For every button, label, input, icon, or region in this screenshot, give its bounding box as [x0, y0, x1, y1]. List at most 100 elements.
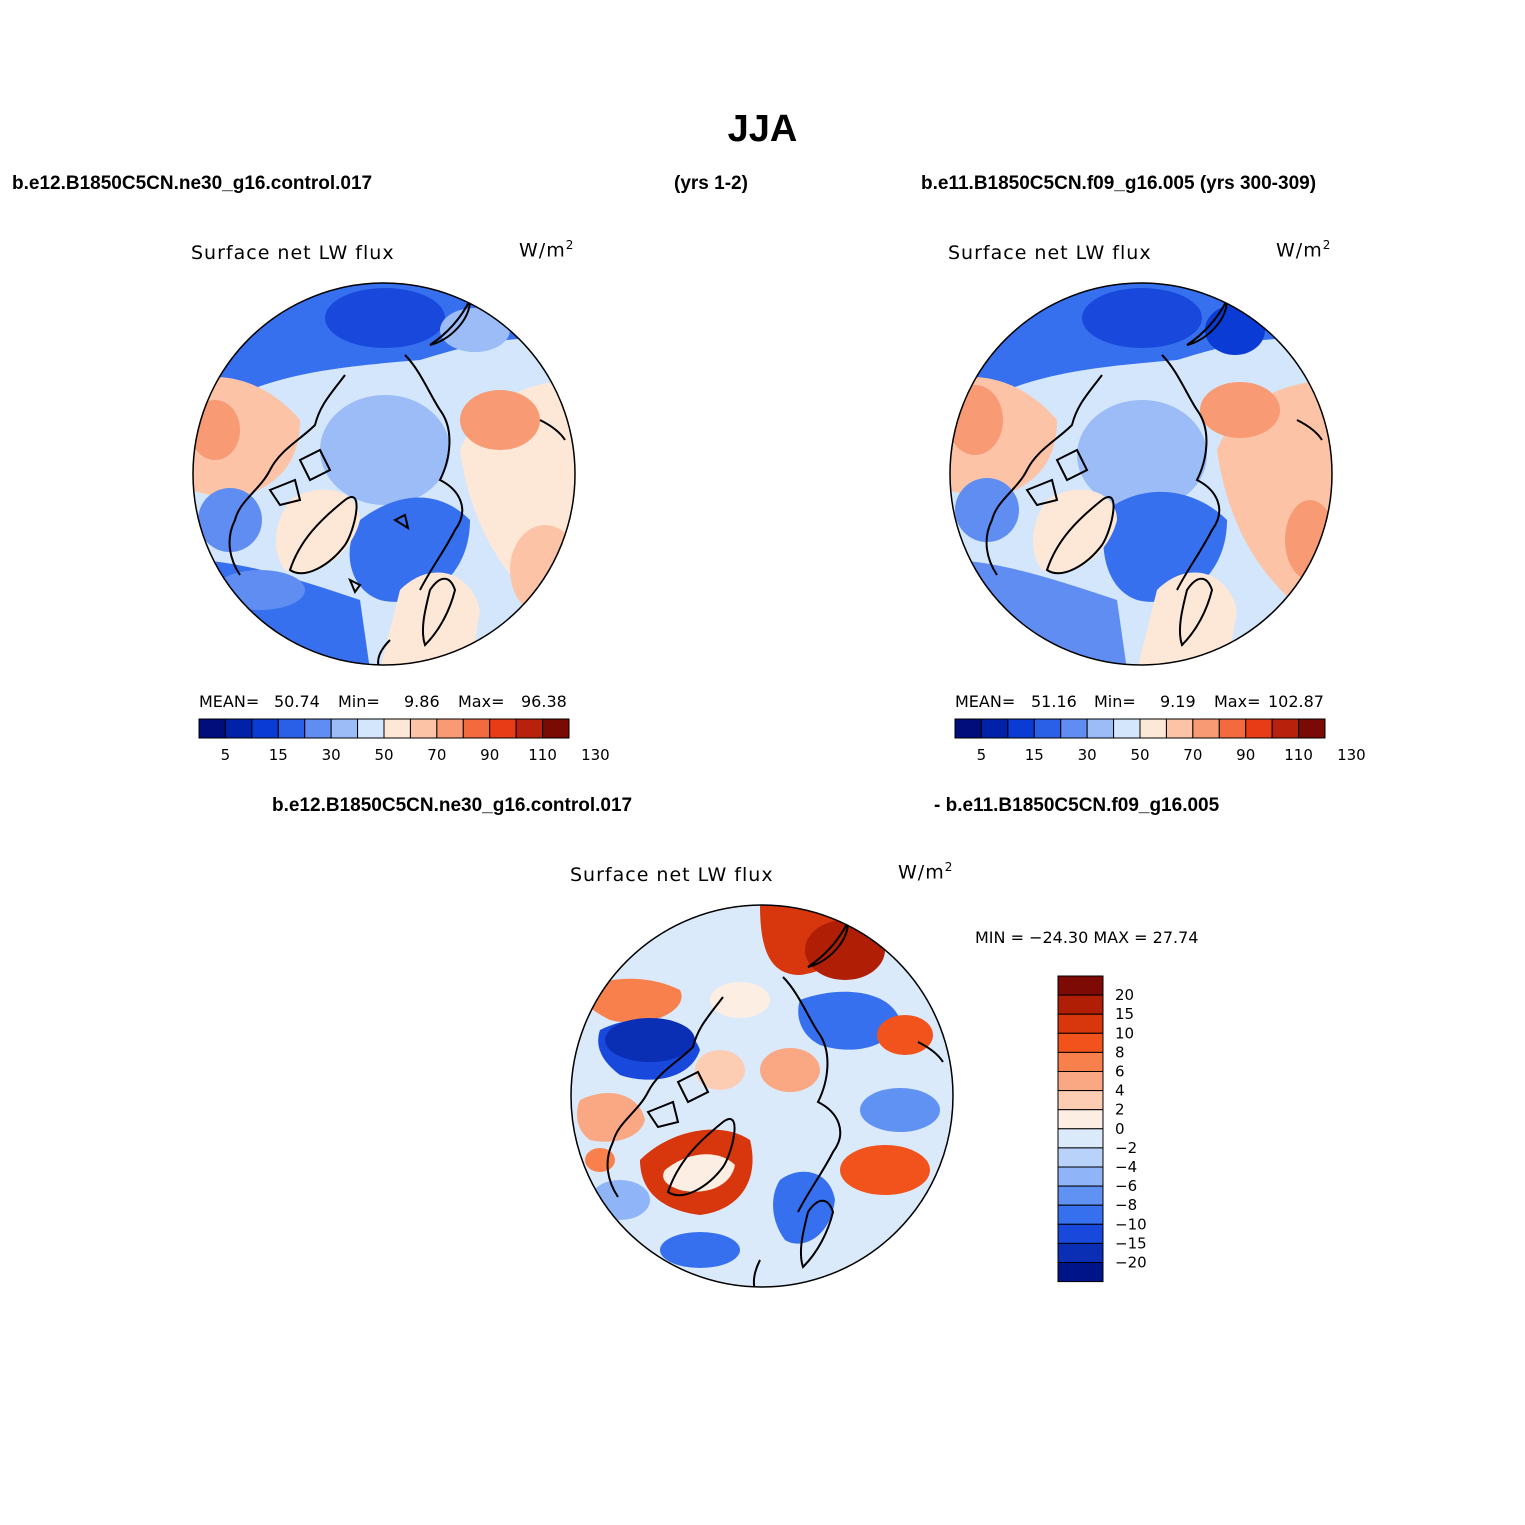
- diff-colorbar-swatch: [1057, 1071, 1104, 1092]
- diff-colorbar-swatch: [1057, 1013, 1104, 1034]
- panel1-max-value: 96.38: [521, 692, 567, 711]
- panel2-colorbar-tick-label: 5: [977, 746, 987, 764]
- panel2-colorbar-tick-label: 90: [1236, 746, 1255, 764]
- panel1-colorbar-swatch: [383, 718, 411, 739]
- panel2-colorbar-tick-label: 70: [1183, 746, 1202, 764]
- panel1-colorbar-swatch: [462, 718, 491, 739]
- diff-colorbar-label: −2: [1115, 1139, 1137, 1157]
- figure-title: JJA: [727, 108, 798, 150]
- diff-colorbar-swatch: [1057, 1166, 1104, 1187]
- diff-colorbar-swatch: [1057, 1147, 1104, 1168]
- panel2-colorbar-swatch: [1033, 718, 1062, 739]
- panel1-title: Surface net LW flux: [191, 242, 395, 264]
- diff-colorbar-swatch: [1057, 1185, 1104, 1206]
- diff-minmax: MIN = −24.30 MAX = 27.74: [975, 928, 1199, 947]
- panel1-colorbar-swatch: [198, 718, 226, 739]
- panel1-min-value: 9.86: [404, 692, 440, 711]
- panel1-colorbar-tick-label: 5: [221, 746, 231, 764]
- diff-map: [570, 904, 954, 1288]
- panel1-colorbar-tick-label: 70: [427, 746, 446, 764]
- panel2-max-label: Max=: [1214, 692, 1261, 711]
- diff-colorbar-label: 15: [1115, 1005, 1134, 1023]
- panel2-units: W/m2: [1276, 238, 1332, 262]
- panel2-colorbar-swatch: [1245, 718, 1273, 739]
- case-left-label: b.e12.B1850C5CN.ne30_g16.control.017: [12, 173, 373, 194]
- panel1-colorbar-tick-label: 50: [374, 746, 393, 764]
- panel2-colorbar-swatch: [1218, 718, 1247, 739]
- panel1-mean-label: MEAN=: [199, 692, 260, 711]
- panel1-map: [192, 282, 576, 666]
- diff-colorbar-swatch: [1057, 1090, 1104, 1111]
- panel1-mean-value: 50.74: [274, 692, 320, 711]
- diff-colorbar-label: −4: [1115, 1158, 1137, 1176]
- diff-title: Surface net LW flux: [570, 864, 774, 886]
- panel1-max-label: Max=: [458, 692, 505, 711]
- diff-colorbar-label: 8: [1115, 1043, 1125, 1061]
- panel2-colorbar-tick-label: 130: [1337, 746, 1366, 764]
- diff-colorbar-swatch: [1057, 1223, 1104, 1244]
- diff-colorbar-swatch: [1057, 994, 1104, 1015]
- panel1-colorbar: 5 15 30 50 70 90 110 130: [198, 718, 610, 764]
- panel2-colorbar-swatch: [1165, 718, 1194, 739]
- panel2-colorbar-swatch: [1086, 718, 1115, 739]
- panel1-colorbar-tick-label: 15: [269, 746, 288, 764]
- panel2-mean-value: 51.16: [1031, 692, 1077, 711]
- panel1-colorbar-swatch: [251, 718, 279, 739]
- diff-colorbar-label: −6: [1115, 1177, 1137, 1195]
- case-right-label: b.e11.B1850C5CN.f09_g16.005 (yrs 300-309…: [921, 173, 1317, 194]
- panel2-colorbar-swatch: [1192, 718, 1220, 739]
- panel1-colorbar-swatch: [409, 718, 438, 739]
- panel1-colorbar-swatch: [515, 718, 544, 739]
- diff-case-a-label: b.e12.B1850C5CN.ne30_g16.control.017: [272, 795, 633, 816]
- panel1-colorbar-swatch: [330, 718, 359, 739]
- diff-colorbar-swatch: [1057, 1128, 1104, 1149]
- diff-colorbar-label: 20: [1115, 986, 1134, 1004]
- panel2-colorbar-swatch: [954, 718, 982, 739]
- panel2-map: [949, 282, 1333, 666]
- diff-colorbar-label: 2: [1115, 1101, 1125, 1119]
- diff-colorbar-label: 4: [1115, 1082, 1125, 1100]
- panel1-min-label: Min=: [338, 692, 380, 711]
- diff-colorbar-swatch: [1057, 1051, 1104, 1073]
- diff-colorbar-swatch: [1057, 1109, 1104, 1130]
- panel1-colorbar-tick-label: 130: [581, 746, 610, 764]
- diff-colorbar-swatch: [1057, 975, 1104, 996]
- panel2-colorbar-swatch: [980, 718, 1009, 739]
- panel2-mean-label: MEAN=: [955, 692, 1016, 711]
- panel1-colorbar-swatch: [224, 718, 253, 739]
- diff-colorbar-swatch: [1057, 1262, 1104, 1283]
- panel2-colorbar-tick-label: 110: [1284, 746, 1313, 764]
- panel2-colorbar: 5 15 30 50 70 90 110 130: [954, 718, 1366, 764]
- panel2-colorbar-tick-label: 30: [1078, 746, 1097, 764]
- panel2-colorbar-swatch: [1007, 718, 1035, 739]
- panel2-colorbar-tick-label: 15: [1025, 746, 1044, 764]
- panel2-colorbar-tick-label: 50: [1130, 746, 1149, 764]
- panel1-colorbar-swatch: [436, 718, 464, 739]
- diff-colorbar-swatch: [1057, 1204, 1104, 1225]
- panel1-colorbar-tick-label: 110: [528, 746, 557, 764]
- years-left-label: (yrs 1-2): [674, 173, 748, 194]
- panel1-units: W/m2: [519, 238, 575, 262]
- diff-colorbar-swatch: [1057, 1242, 1104, 1264]
- diff-colorbar-swatch: [1057, 1032, 1104, 1053]
- panel2-max-value: 102.87: [1268, 692, 1324, 711]
- panel2-min-label: Min=: [1094, 692, 1136, 711]
- panel1-colorbar-swatch: [542, 718, 570, 739]
- panel1-colorbar-swatch: [357, 718, 385, 739]
- panel2-title: Surface net LW flux: [948, 242, 1152, 264]
- panel1-colorbar-swatch: [304, 718, 332, 739]
- diff-case-b-label: - b.e11.B1850C5CN.f09_g16.005: [934, 795, 1220, 816]
- panel2-colorbar-swatch: [1298, 718, 1326, 739]
- panel1-colorbar-tick-label: 30: [322, 746, 341, 764]
- panel1-colorbar-swatch: [277, 718, 306, 739]
- diff-colorbar-label: 6: [1115, 1063, 1125, 1081]
- diff-colorbar-label: −8: [1115, 1196, 1137, 1214]
- diff-colorbar-label: 10: [1115, 1024, 1134, 1042]
- panel1-colorbar-tick-label: 90: [480, 746, 499, 764]
- panel2-colorbar-swatch: [1271, 718, 1300, 739]
- panel2-colorbar-swatch: [1113, 718, 1141, 739]
- panel2-colorbar-swatch: [1060, 718, 1088, 739]
- panel2-min-value: 9.19: [1160, 692, 1196, 711]
- diff-colorbar-label: −20: [1115, 1254, 1147, 1272]
- panel1-colorbar-swatch: [489, 718, 517, 739]
